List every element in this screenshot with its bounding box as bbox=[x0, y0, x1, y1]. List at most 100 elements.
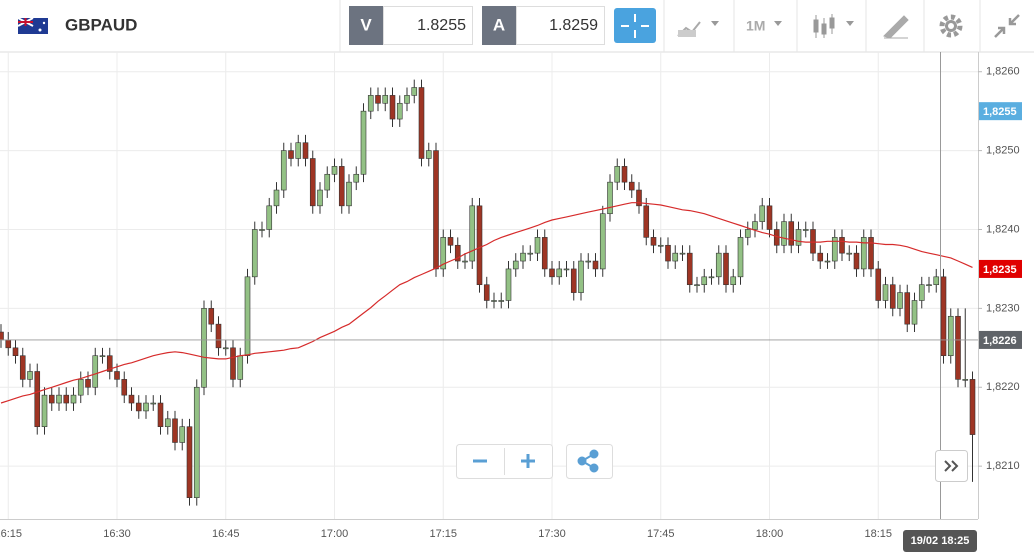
crosshair-label: 19/02 18:25 bbox=[911, 535, 970, 547]
x-tick-label: 18:00 bbox=[756, 528, 784, 540]
crosshair-button[interactable] bbox=[614, 8, 656, 43]
settings-button[interactable] bbox=[939, 14, 963, 38]
scroll-right-button[interactable] bbox=[935, 450, 968, 482]
scroll-icon bbox=[944, 460, 959, 472]
candle-body bbox=[962, 379, 969, 381]
candle-body bbox=[940, 276, 947, 357]
symbol: GBPAUD bbox=[65, 15, 137, 34]
timeframe-button[interactable]: 1M bbox=[746, 18, 765, 34]
candle-body bbox=[259, 229, 265, 231]
candle-body bbox=[679, 252, 686, 255]
candle-body bbox=[193, 386, 200, 499]
candle-body bbox=[752, 221, 758, 230]
candle-body bbox=[425, 150, 432, 159]
candle-body bbox=[483, 284, 490, 301]
candle-body bbox=[947, 315, 954, 357]
x-tick-label: 16:15 bbox=[0, 528, 22, 540]
candle-body bbox=[447, 237, 454, 246]
bid-box bbox=[383, 6, 473, 45]
y-tick-label: 1,8220 bbox=[986, 381, 1020, 393]
candle-body bbox=[614, 166, 621, 183]
candle-body bbox=[926, 284, 932, 287]
candle-body bbox=[0, 331, 4, 341]
candle-body bbox=[650, 237, 657, 246]
candle-body bbox=[628, 181, 635, 191]
candle-body bbox=[389, 95, 396, 120]
price-tag bbox=[979, 330, 1022, 349]
candle-body bbox=[788, 221, 795, 246]
share-button[interactable] bbox=[566, 444, 613, 479]
candle-body bbox=[498, 300, 505, 302]
candle-body bbox=[324, 173, 331, 191]
candle-body bbox=[817, 252, 824, 262]
candle-body bbox=[41, 394, 48, 428]
zoom-in-button[interactable] bbox=[521, 454, 535, 468]
candle-body bbox=[759, 205, 766, 222]
candle-body bbox=[665, 244, 671, 262]
price-tag bbox=[979, 102, 1022, 121]
x-tick-label: 18:15 bbox=[864, 528, 892, 540]
flag bbox=[17, 17, 48, 34]
candle-body bbox=[331, 166, 338, 175]
candle-body bbox=[860, 237, 867, 270]
candle-body bbox=[607, 181, 613, 215]
zoom-controls bbox=[456, 444, 613, 479]
candle-body bbox=[77, 379, 84, 396]
candle-body bbox=[636, 189, 642, 207]
candle-body bbox=[723, 252, 729, 286]
candle-body bbox=[969, 379, 976, 435]
bid-button[interactable] bbox=[349, 6, 383, 45]
candle-body bbox=[128, 394, 135, 404]
candle-body bbox=[70, 394, 77, 404]
candle-body bbox=[824, 260, 831, 263]
candle-type-button[interactable] bbox=[813, 14, 854, 38]
candle-body bbox=[418, 87, 425, 159]
candle-body bbox=[868, 237, 874, 270]
candle-body bbox=[164, 418, 171, 428]
candle-body bbox=[585, 260, 592, 263]
candle-body bbox=[875, 268, 882, 301]
y-tick-label: 1,8210 bbox=[986, 460, 1020, 472]
chart-type-button[interactable] bbox=[677, 21, 719, 37]
candle-body bbox=[34, 371, 41, 428]
candle-body bbox=[56, 394, 62, 404]
price-tag-label: 1,8226 bbox=[983, 335, 1017, 347]
candle-body bbox=[179, 426, 186, 443]
candle-body bbox=[897, 292, 903, 309]
candle-body bbox=[353, 173, 360, 183]
candle-body bbox=[346, 181, 352, 207]
candle-body bbox=[730, 276, 737, 286]
candle-body bbox=[237, 355, 244, 380]
candle-body bbox=[27, 371, 33, 380]
candle-body bbox=[802, 229, 809, 231]
candle-body bbox=[831, 237, 838, 262]
draw-button[interactable] bbox=[883, 15, 909, 39]
price-tag-label: 1,8255 bbox=[983, 106, 1017, 118]
y-tick-label: 1,8250 bbox=[986, 145, 1020, 157]
candle-body bbox=[106, 355, 113, 372]
candle-body bbox=[708, 276, 715, 279]
candle-body bbox=[433, 150, 439, 270]
collapse-button[interactable] bbox=[994, 14, 1020, 38]
candle-body bbox=[309, 158, 316, 207]
ask-label: A bbox=[493, 15, 505, 34]
candle-body bbox=[766, 205, 773, 230]
ask-button[interactable] bbox=[482, 6, 516, 45]
candle-body bbox=[186, 426, 193, 499]
candle-body bbox=[701, 276, 708, 286]
candle-body bbox=[556, 268, 563, 278]
crosshair-label-box bbox=[903, 530, 977, 552]
candle-body bbox=[846, 252, 853, 255]
candle-body bbox=[534, 237, 541, 254]
candle-body bbox=[150, 402, 157, 405]
candle-body bbox=[549, 268, 555, 278]
candle-body bbox=[715, 252, 722, 278]
candle-body bbox=[411, 87, 418, 96]
candle-body bbox=[781, 221, 787, 246]
candle-body bbox=[396, 102, 403, 120]
candle-body bbox=[92, 355, 99, 388]
candle-body bbox=[63, 394, 70, 404]
candle-body bbox=[505, 268, 512, 301]
